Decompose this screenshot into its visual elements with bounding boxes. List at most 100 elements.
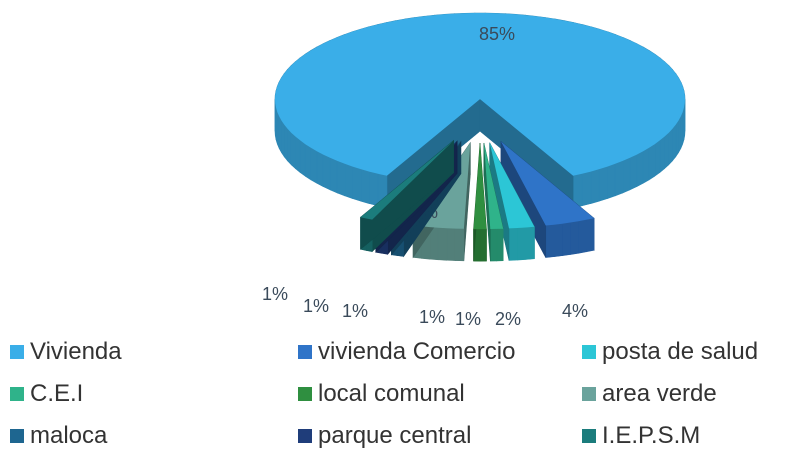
legend-item: C.E.I: [10, 376, 298, 412]
legend-label: vivienda Comercio: [318, 338, 516, 365]
slice-side: [496, 228, 504, 262]
legend-item: area verde: [582, 376, 793, 412]
slice-side: [675, 119, 679, 158]
slice-side: [446, 227, 456, 261]
legend-item: maloca: [10, 418, 298, 454]
slice-side: [636, 150, 644, 188]
legend-item: vivienda Comercio: [298, 334, 582, 370]
legend-label: maloca: [30, 422, 108, 449]
legend-swatch: [10, 387, 24, 401]
pie-slice: [489, 142, 535, 229]
slice-side: [429, 226, 439, 261]
legend-swatch: [10, 429, 24, 443]
legend-item: local comunal: [298, 376, 582, 412]
pie-slice-group: [489, 142, 535, 261]
pie-slice: [483, 143, 504, 229]
legend-label: area verde: [602, 380, 717, 407]
legend-label: local comunal: [318, 380, 465, 407]
slice-side: [316, 150, 324, 188]
slice-side: [570, 220, 579, 255]
slice-side: [525, 226, 535, 260]
slice-side: [360, 168, 370, 204]
pie-slice-group: [473, 143, 487, 262]
slice-side: [336, 160, 346, 197]
slice-side: [654, 139, 661, 177]
slice-side: [368, 171, 379, 207]
slice-side: [490, 228, 498, 262]
slice-side: [479, 228, 487, 262]
data-label: 2%: [495, 309, 521, 329]
slice-side: [295, 135, 301, 174]
legend-swatch: [582, 387, 596, 401]
data-label: 1%: [419, 307, 445, 327]
slice-side: [517, 227, 527, 261]
slice-side: [360, 139, 454, 250]
legend-label: C.E.I: [30, 380, 84, 407]
slice-side: [553, 223, 563, 258]
data-label: 85%: [479, 24, 515, 44]
slice-side: [322, 154, 331, 191]
slice-side: [344, 163, 353, 199]
slice-side: [287, 127, 292, 166]
slice-side: [290, 132, 296, 170]
legend-swatch: [298, 387, 312, 401]
slice-side: [648, 143, 656, 181]
pie-slice: [360, 140, 454, 220]
slice-side: [578, 219, 587, 254]
pie-slice-group: [360, 139, 454, 253]
slice-side: [581, 171, 592, 207]
legend-swatch: [582, 345, 596, 359]
slice-side: [437, 227, 448, 261]
slice-side: [629, 154, 638, 191]
pie-slice-group: [483, 142, 504, 262]
slice-side: [352, 166, 362, 202]
slice-side: [310, 147, 318, 184]
slice-side: [598, 166, 608, 202]
data-label: 1%: [342, 301, 368, 321]
slice-side: [586, 217, 595, 253]
legend-item: posta de salud: [582, 334, 793, 370]
slice-side: [622, 157, 631, 194]
slice-side: [278, 116, 282, 153]
legend-item: parque central: [298, 418, 582, 454]
slice-side: [664, 132, 670, 170]
slice-side: [668, 127, 673, 166]
slice-side: [607, 163, 616, 199]
legend-item: I.E.P.S.M: [582, 418, 793, 454]
slice-side: [508, 227, 518, 261]
slice-side: [672, 123, 677, 162]
data-label: 1%: [262, 284, 288, 304]
slice-side: [304, 143, 312, 181]
slice-side: [590, 168, 600, 204]
slice-side: [614, 160, 624, 197]
slice-side: [642, 147, 650, 184]
pie-slice: [473, 143, 487, 230]
data-label: 1%: [303, 296, 329, 316]
slice-side: [659, 135, 665, 174]
legend-swatch: [10, 345, 24, 359]
slice-side: [545, 224, 555, 258]
legend-swatch: [298, 345, 312, 359]
pie-plot: 85%4%2%1%1%4%1%1%1%: [262, 12, 686, 329]
data-label: 4%: [562, 301, 588, 321]
slice-side: [479, 98, 574, 209]
legend: Vivienda vivienda Comercio posta de salud C…: [10, 334, 793, 454]
slice-side: [678, 116, 682, 153]
pie-slice-group: [274, 12, 686, 209]
slice-side: [281, 119, 285, 158]
legend-label: Vivienda: [30, 338, 122, 365]
pie-slice: [275, 13, 685, 176]
legend-label: I.E.P.S.M: [602, 422, 701, 449]
legend-label: posta de salud: [602, 338, 759, 365]
legend-label: parque central: [318, 422, 472, 449]
pie-slice: [501, 141, 595, 226]
legend-item: Vivienda: [10, 334, 298, 370]
legend-swatch: [298, 429, 312, 443]
slice-side: [562, 222, 571, 257]
legend-swatch: [582, 429, 596, 443]
slice-side: [283, 123, 288, 162]
slice-side: [299, 139, 306, 177]
slice-side: [454, 228, 465, 262]
data-label: 1%: [455, 309, 481, 329]
